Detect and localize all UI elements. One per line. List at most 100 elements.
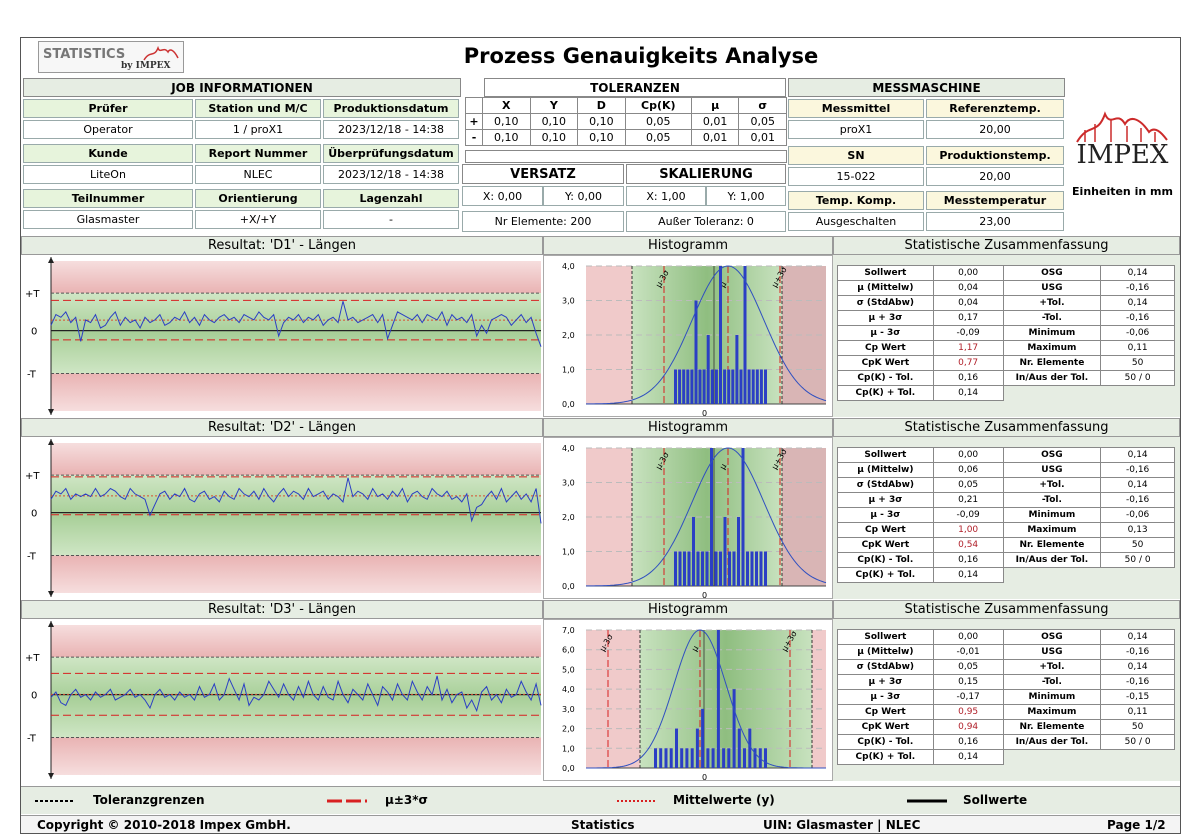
machine-value: proX1 [788,120,924,139]
tol-cell: 0,10 [529,129,579,146]
stat-value: 1,00 [932,522,1004,538]
job-value: - [323,210,459,229]
hist-bar [723,517,727,586]
minus-t-label: -T [27,552,37,563]
tol-cell: 0,10 [482,113,531,130]
footer-copyright: Copyright © 2010-2018 Impex GmbH. [37,818,291,832]
stat-key: μ (Mittelw) [837,462,934,478]
impex-logo-text: IMPEX [1076,140,1169,170]
hist-bar [759,551,763,586]
machine-label: SN [788,146,924,165]
stat-value: 0,00 [932,447,1004,463]
hist-zero-label: 0 [702,591,707,600]
stat-key: Nr. Elemente [1002,355,1102,371]
hist-mean-label: μ [718,280,728,289]
hist-bar [722,748,726,768]
hist-y-tick: 3,0 [562,297,575,306]
stat-value: 0,14 [932,567,1004,583]
stat-value: 0,11 [1100,340,1175,356]
hist-bar [680,748,684,768]
tol-col-header: Y [529,97,579,114]
hist-bar [743,748,746,768]
legend-row: Toleranzgrenzen μ±3*σ Mittelwerte (y) So… [21,786,1180,814]
upper-out-zone [51,443,541,476]
stat-value: -0,16 [1100,492,1175,508]
tol-cell: 0,10 [577,129,626,146]
hist-bar [727,748,731,768]
ausser-toleranz: Außer Toleranz: 0 [626,211,786,232]
stats-panel: Sollwert 0,00 OSG 0,14 μ (Mittelw) 0,06 USG -0,… [833,437,1180,599]
histogram-area: 7,0 6,0 5,0 4,0 3,0 2,0 1,0 0,0 μ-3σ μ μ+3σ 0 [543,619,833,782]
hist-bar [692,517,695,586]
hist-y-tick: 6,0 [562,646,575,655]
job-value: LiteOn [23,165,193,184]
hist-bar [686,369,690,404]
stat-value: -0,16 [1100,280,1175,296]
plus-t-label: +T [25,289,40,300]
hist-bar [701,708,705,768]
stat-value: -0,09 [932,507,1004,523]
y-axis-arrow-up [48,439,54,445]
hist-bar [669,748,673,768]
stat-key: Minimum [1002,507,1102,523]
stat-key: μ - 3σ [837,325,934,341]
hist-bar [659,748,663,768]
hist-y-tick: 0,0 [562,400,575,409]
stat-key: μ (Mittelw) [837,644,934,660]
stat-value: 1,17 [932,340,1004,356]
hist-bar [714,551,718,586]
impex-logo-icon [1076,111,1168,143]
stat-key: Sollwert [837,265,934,281]
hist-bar [719,266,722,404]
footer-app: Statistics [571,818,635,832]
zero-label: 0 [31,327,37,338]
tol-col-header: σ [738,97,787,114]
hist-bar [737,517,740,586]
in-tolerance-zone [51,293,541,374]
run-chart-area: +T 0 -T [21,255,543,417]
stat-value: 0,13 [1100,522,1175,538]
lower-out-zone [51,555,541,593]
hist-bar [764,748,767,768]
hist-y-tick: 1,0 [562,366,575,375]
stat-key: Nr. Elemente [1002,537,1102,553]
machine-label: Messmittel [788,99,924,118]
hist-bar [682,369,686,404]
hist-y-tick: 4,0 [562,444,575,453]
stat-empty [1003,386,1174,401]
stats-title: Statistische Zusammenfassung [833,600,1180,619]
legend-sigma-label: μ±3*σ [385,793,428,807]
hist-bar [741,448,745,586]
hist-bar [706,335,710,404]
stat-empty [1003,750,1174,765]
job-label: Kunde [23,144,193,163]
hist-y-tick: 2,0 [562,725,575,734]
hist-bar [723,369,727,404]
job-label: Teilnummer [23,189,193,208]
stat-value: -0,16 [1100,462,1175,478]
stat-key: Cp Wert [837,340,934,356]
zero-label: 0 [31,691,37,702]
hist-mean-label: μ [718,462,728,471]
stat-value: 0,17 [932,310,1004,326]
hist-bar [701,551,704,586]
job-info-header: JOB INFORMATIONEN [23,78,461,97]
logo-text: STATISTICS [43,47,126,62]
hist-bar [732,551,736,586]
skalierung-header: SKALIERUNG [626,164,786,184]
hist-bar [764,551,767,586]
stat-key: Sollwert [837,629,934,645]
stat-key: Nr. Elemente [1002,719,1102,735]
stat-key: -Tol. [1002,674,1102,690]
job-label: Station und M/C [195,99,321,118]
stat-value: 0,00 [932,265,1004,281]
stat-value: -0,17 [932,689,1004,705]
job-label: Report Nummer [195,144,321,163]
stat-value: 50 / 0 [1100,734,1175,750]
stat-key: Minimum [1002,689,1102,705]
hist-mean-label: μ [690,644,700,653]
stat-key: Cp(K) + Tol. [837,385,934,401]
histogram-title: Histogramm [543,600,833,619]
machine-header: MESSMASCHINE [788,78,1065,97]
hist-bar [654,748,657,768]
